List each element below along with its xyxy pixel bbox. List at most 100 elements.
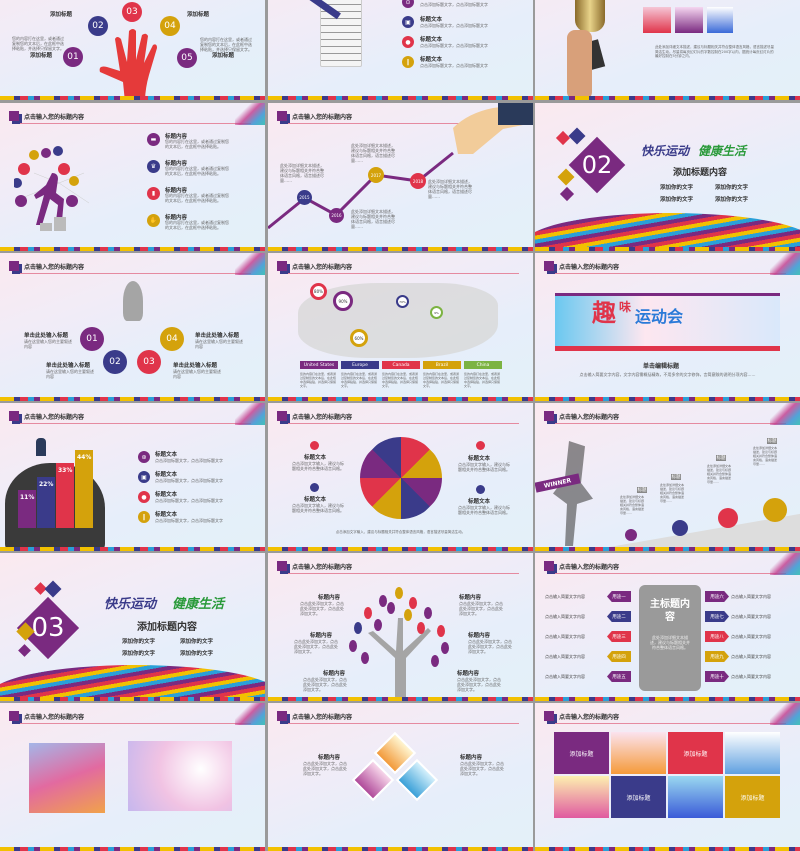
tree-graphic xyxy=(349,587,449,701)
slide-title[interactable]: 点击输入您的标题内容 xyxy=(24,114,85,121)
businessman-icon xyxy=(36,438,46,456)
number-circle: 02 xyxy=(103,350,127,374)
item-body: 点击添加标题文字，点击添加标题文字 xyxy=(420,23,488,28)
item-body: 点击添加文字输入，建议与标题相关并符合整体语言风格。 xyxy=(292,503,344,513)
bar-label: 11% xyxy=(20,493,35,501)
number-circle: 05 xyxy=(177,48,197,68)
slide-growth-chart[interactable]: 点击输入您的标题内容 2015 2016 2017 2018 此处添加详细文本描… xyxy=(268,103,533,251)
paint-splash xyxy=(235,253,265,275)
slide-title[interactable]: 点击输入您的标题内容 xyxy=(292,564,353,571)
slide-head-chart[interactable]: 点击输入您的标题内容 11% 22% 33% 44% ⊛ ▣ ● ‖ 标题文本 点击添加… xyxy=(0,403,265,551)
rainbow-wave xyxy=(535,213,800,251)
slide-section-02[interactable]: 02 快乐运动 健康生活 添加标题内容 添加你的文字 添加你的文字 添加你的文字… xyxy=(535,103,800,251)
bullet: 添加你的文字 xyxy=(122,639,156,645)
slide-trophy[interactable]: 此处添加详细文本描述，建议与标题相关并符合整体语言风格，语言描述尽量简洁生动。尽… xyxy=(535,0,800,100)
slide-winner[interactable]: 点击输入您的标题内容 WINNER 标题 此处添加详细文本描述，建议与标题相关并符… xyxy=(535,403,800,551)
item-body: 点击此处添加文字，点击此处添加文字，点击此处添加文字。 xyxy=(457,677,501,692)
flow-arrow-left: 用途四 xyxy=(607,651,631,662)
item-body: 点击此处添加文字，点击此处添加文字，点击此处添加文字。 xyxy=(459,601,503,616)
body-text: 此处添加详细文本描述，建议与标题相关并符合整体语言风格，语言描述尽量…… xyxy=(351,143,395,163)
header-square xyxy=(277,411,287,421)
world-map xyxy=(298,283,498,358)
slide-flow[interactable]: 点击输入您的标题内容 主标题内容 此处添加详细文本描述，建议与标题相关并符合整体… xyxy=(535,553,800,701)
item-title: 标题内容 xyxy=(165,215,188,221)
item-title: 标题内容 xyxy=(457,671,480,677)
slide-banner[interactable]: 点击输入您的标题内容 趣 味 运动会 单击编辑标题 点击输入简要文字内容，文字内… xyxy=(535,253,800,401)
divider xyxy=(555,423,786,424)
slide-title[interactable]: 点击输入您的标题内容 xyxy=(24,714,85,721)
item-title: 标题文本 xyxy=(155,512,178,518)
slide-title[interactable]: 点击输入您的标题内容 xyxy=(559,714,620,721)
item-body: 点击此处添加文字，点击此处添加文字，点击此处添加文字。 xyxy=(460,761,504,776)
body-text: 此处添加详细文本描述，建议与标题相关并符合整体语言风格，语言描述尽量…… xyxy=(428,179,472,199)
item-title: 标题文本 xyxy=(468,499,491,505)
bullet: 添加你的文字 xyxy=(715,197,749,203)
header-square xyxy=(9,111,19,121)
year-marker: 2015 xyxy=(297,190,312,205)
item-body: 点击此处添加文字，点击此处添加文字，点击此处添加文字。 xyxy=(303,761,347,776)
item-title: 标题文本 xyxy=(155,492,178,498)
slide-title[interactable]: 点击输入您的标题内容 xyxy=(559,564,620,571)
slide-hand[interactable]: 03 02 04 01 05 添加标题 添加标题 添加标题 添加标题 您的内容打… xyxy=(0,0,265,100)
slide-world-map[interactable]: 点击输入您的标题内容 80% 90% 60% 70% 9% United Sta… xyxy=(268,253,533,401)
slide-tree[interactable]: 点击输入您的标题内容 标题内容 点击此处添加文字，点击此处添加文字，点击此处添加文… xyxy=(268,553,533,701)
bullet: 添加你的文字 xyxy=(660,185,694,191)
rainbow-wave xyxy=(0,665,265,701)
icon-circle: ⊛ xyxy=(138,451,150,463)
slide-rocket[interactable]: 点击输入您的标题内容 01 02 03 04 单击此处输入标题 请在这里输入您的主… xyxy=(0,253,265,401)
item-body: 请在这里输入您的主要叙述内容 xyxy=(46,369,94,379)
flow-arrow-left: 用途二 xyxy=(607,611,631,622)
slide-title[interactable]: 点击输入您的标题内容 xyxy=(559,414,620,421)
icon-circle: ▣ xyxy=(402,16,414,28)
hand-icon: ✋ xyxy=(147,214,160,227)
step-circle xyxy=(625,529,637,541)
item-body: 请在这里输入您的主要叙述内容 xyxy=(173,369,221,379)
slide-title[interactable]: 点击输入您的标题内容 xyxy=(292,114,353,121)
diamond xyxy=(559,186,575,202)
slide-title[interactable]: 点击输入您的标题内容 xyxy=(292,714,353,721)
slide-document[interactable]: ⊙ ▣ ● ‖ 标题文本 点击添加标题文字，点击添加标题文字 标题文本 点击添加… xyxy=(268,0,533,100)
umbrella-graphic xyxy=(360,437,442,519)
dot xyxy=(476,485,485,494)
slide-title[interactable]: 点击输入您的标题内容 xyxy=(24,264,85,271)
number-circle: 02 xyxy=(88,16,108,36)
item-title: 标题内容 xyxy=(165,161,188,167)
slide-icons[interactable]: 点击输入您的标题内容 ▬ ♛ ▮ ✋ 标题内容 您的内容打在这里，或者通过复制您的… xyxy=(0,103,265,251)
item-body: 点击添加标题文字，点击添加标题文字 xyxy=(155,498,223,503)
label: 添加标题 xyxy=(30,53,53,59)
slide-section-03[interactable]: 03 快乐运动 健康生活 添加标题内容 添加你的文字 添加你的文字 添加你的文字… xyxy=(0,553,265,701)
slide-title[interactable]: 点击输入您的标题内容 xyxy=(292,414,353,421)
flow-arrow-left: 用途三 xyxy=(607,631,631,642)
item-body: 点击此处添加文字，点击此处添加文字，点击此处添加文字。 xyxy=(300,601,344,616)
slide-umbrella[interactable]: 点击输入您的标题内容 标题文本点击添加文字输入，建议与标题相关并符合整体语言风格… xyxy=(268,403,533,551)
slide-title[interactable]: 点击输入您的标题内容 xyxy=(292,264,353,271)
flow-text: 点击输入简要文字内容 xyxy=(731,674,771,679)
person-icon: ● xyxy=(402,36,414,48)
number-circle: 04 xyxy=(160,16,180,36)
bar-label: 33% xyxy=(58,467,73,475)
divider xyxy=(555,573,786,574)
flow-text: 点击输入简要文字内容 xyxy=(731,634,771,639)
slide-tiles[interactable]: 点击输入您的标题内容 添加标题 添加标题 添加标题 添加标题 xyxy=(535,703,800,851)
number-circle: 03 xyxy=(122,2,142,22)
icon-circle: ‖ xyxy=(402,56,414,68)
paint-splash xyxy=(770,403,800,425)
body-text: 此处添加详细文本描述，建议与标题相关并符合整体语言风格，语言描述尽量…… xyxy=(280,163,324,183)
step-body: 此处添加详细文本描述，建议与标题相关并符合整体语言风格，语言描述尽量…… xyxy=(660,483,685,503)
step-tag: 标题 xyxy=(671,474,681,480)
year-marker: 2016 xyxy=(329,208,344,223)
item-title: 标题内容 xyxy=(459,595,482,601)
slide-photos[interactable]: 点击输入您的标题内容 xyxy=(0,703,265,851)
step-tag: 标题 xyxy=(637,487,647,493)
bar: 33% xyxy=(56,463,74,528)
flow-arrow-left: 用途五 xyxy=(607,671,631,682)
divider xyxy=(288,273,519,274)
slide-title[interactable]: 点击输入您的标题内容 xyxy=(24,414,85,421)
slide-title[interactable]: 点击输入您的标题内容 xyxy=(559,264,620,271)
item-title: 单击此处输入标题 xyxy=(173,363,218,369)
paint-splash xyxy=(770,553,800,575)
flow-text: 点击输入简要文字内容 xyxy=(545,654,585,659)
map-pin: 60% xyxy=(350,329,368,347)
slide-diamonds[interactable]: 点击输入您的标题内容 标题内容 点击此处添加文字，点击此处添加文字，点击此处添加文… xyxy=(268,703,533,851)
flow-text: 点击输入简要文字内容 xyxy=(545,594,585,599)
